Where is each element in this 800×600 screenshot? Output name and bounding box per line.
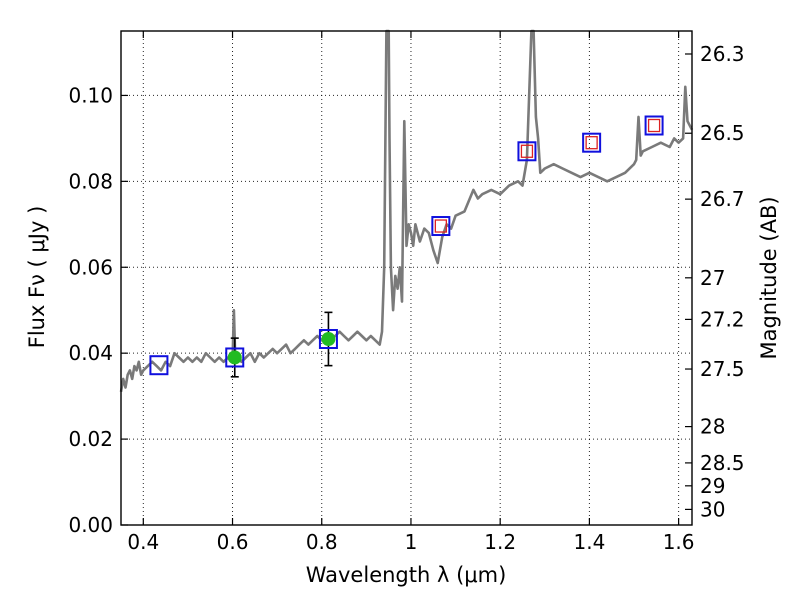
y-tick-label: 0.06 bbox=[68, 255, 113, 279]
y-tick-label: 0.00 bbox=[68, 513, 113, 537]
x-tick-label: 1.2 bbox=[484, 530, 516, 554]
predicted-band-outer bbox=[431, 216, 451, 237]
y-axis-ticks: 0.00 0.02 0.04 0.06 0.08 0.10 bbox=[68, 83, 128, 537]
spectrum-series bbox=[119, 29, 694, 393]
magnitude-tick-label: 30 bbox=[700, 497, 725, 521]
magnitude-tick-label: 26.5 bbox=[700, 121, 745, 145]
predicted-band-outer bbox=[517, 141, 537, 162]
magnitude-tick-label: 27 bbox=[700, 266, 725, 290]
x-tick-label: 0.8 bbox=[306, 530, 338, 554]
magnitude-tick-label: 27.5 bbox=[700, 357, 745, 381]
x-tick-label: 0.6 bbox=[217, 530, 249, 554]
magnitude-tick-label: 29 bbox=[700, 474, 725, 498]
x-tick-label: 0.4 bbox=[127, 530, 159, 554]
magnitude-tick-label: 28.5 bbox=[700, 451, 745, 475]
model-band-square bbox=[149, 355, 169, 376]
x-axis-ticks: 0.4 0.6 0.8 1 1.2 1.4 1.6 bbox=[127, 31, 695, 554]
predicted-band-inner bbox=[585, 136, 598, 150]
y-tick-label: 0.10 bbox=[68, 83, 113, 107]
magnitude-axis-label: Magnitude (AB) bbox=[757, 196, 781, 359]
observed-point bbox=[227, 350, 242, 365]
y-tick-label: 0.04 bbox=[68, 341, 113, 365]
x-tick-label: 1.4 bbox=[573, 530, 605, 554]
model-band-square bbox=[225, 347, 245, 368]
magnitude-tick-label: 26.3 bbox=[700, 42, 745, 66]
predicted-band-outer bbox=[582, 132, 602, 153]
magnitude-tick-label: 27.2 bbox=[700, 307, 745, 331]
magnitude-tick-label: 26.7 bbox=[700, 187, 745, 211]
magnitude-tick-label: 28 bbox=[700, 415, 725, 439]
predicted-band-inner bbox=[434, 219, 447, 233]
plot-frame bbox=[120, 30, 693, 526]
y-tick-label: 0.08 bbox=[68, 169, 113, 193]
y-tick-label: 0.02 bbox=[68, 427, 113, 451]
x-tick-label: 1 bbox=[405, 530, 418, 554]
x-axis-label: Wavelength λ (μm) bbox=[306, 563, 507, 587]
observed-point bbox=[321, 331, 336, 346]
spectrum-line bbox=[119, 29, 694, 393]
model-band-square bbox=[318, 328, 338, 349]
grid-lines bbox=[121, 31, 692, 525]
photometry-markers bbox=[149, 115, 664, 378]
y-axis-label: Flux Fν ( μJy ) bbox=[25, 206, 49, 349]
x-tick-label: 1.6 bbox=[663, 530, 695, 554]
predicted-band-outer bbox=[644, 115, 664, 136]
predicted-band-inner bbox=[647, 118, 661, 133]
predicted-band-inner bbox=[520, 144, 534, 158]
